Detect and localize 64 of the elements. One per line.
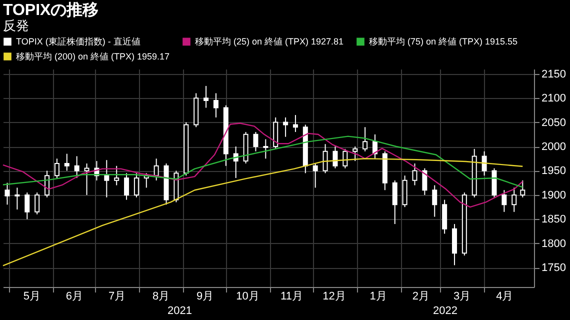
candlestick [520, 180, 526, 198]
y-tick-label: 1800 [542, 238, 566, 250]
y-tick-label: 2050 [542, 116, 566, 129]
candlestick [362, 126, 368, 152]
candlestick [154, 158, 159, 181]
y-tick-label: 2100 [542, 92, 566, 105]
candlestick [253, 131, 258, 152]
candlestick [263, 138, 268, 160]
candlestick [34, 192, 40, 215]
candlestick [4, 182, 10, 206]
candlestick [292, 114, 298, 132]
candlestick [213, 92, 218, 118]
candlestick [124, 172, 130, 200]
y-tick-label: 1750 [542, 262, 566, 274]
x-tick-label: 10月 [236, 290, 260, 302]
chart-subtitle: 反発 [3, 18, 29, 33]
candlestick [502, 190, 507, 212]
legend-label: 移動平均 (200) on 終値 (TPX) 1959.17 [16, 52, 170, 62]
candlestick [14, 187, 20, 210]
candlestick [24, 192, 30, 220]
y-tick-label: 1950 [542, 165, 566, 178]
candlestick [352, 146, 358, 162]
candlestick [482, 150, 487, 176]
x-tick-label: 11月 [280, 290, 303, 302]
x-tick-label: 6月 [66, 290, 84, 302]
y-tick-label: 2000 [542, 141, 566, 154]
y-tick-label: 1900 [542, 189, 566, 202]
text: 2022 [433, 305, 458, 317]
candlestick [104, 160, 110, 198]
x-tick-label: 7月 [108, 290, 126, 302]
candlestick [422, 168, 428, 196]
y-tick-label: 2150 [542, 68, 566, 80]
candlestick [342, 148, 348, 169]
chart-title: TOPIXの推移 [3, 1, 99, 19]
candlestick [114, 165, 120, 186]
candlestick [64, 153, 70, 172]
legend-label: 移動平均 (75) on 終値 (TPX) 1915.55 [369, 36, 518, 47]
candlestick [392, 180, 398, 225]
x-tick-label: 2月 [412, 290, 430, 302]
legend-label: TOPIX (東証株価指数) - 直近値 [16, 36, 140, 47]
candlestick [322, 144, 328, 174]
x-tick-label: 12月 [322, 290, 346, 302]
line-series [2, 122, 524, 208]
legend-label: 移動平均 (25) on 終値 (TPX) 1927.81 [195, 36, 344, 47]
candlestick [372, 134, 378, 160]
x-tick-label: 3月 [454, 290, 471, 302]
y-tick-label: 1850 [542, 214, 566, 226]
candlestick [432, 184, 438, 218]
candlestick [332, 146, 338, 169]
candlestick [412, 162, 418, 186]
candlestick [312, 162, 318, 188]
x-tick-label: 5月 [23, 290, 40, 302]
x-tick-label: 8月 [152, 290, 170, 302]
candlestick [283, 116, 288, 138]
candlestick [54, 158, 60, 178]
candlestick [204, 85, 209, 108]
x-tick-label: 9月 [196, 290, 214, 302]
candlestick [512, 187, 517, 212]
x-tick-label: 1月 [370, 290, 387, 302]
candlestick [84, 162, 90, 196]
candlestick [74, 156, 80, 178]
x-tick-label: 4月 [496, 290, 514, 302]
candlestick [134, 172, 139, 198]
text: 2021 [168, 305, 192, 317]
